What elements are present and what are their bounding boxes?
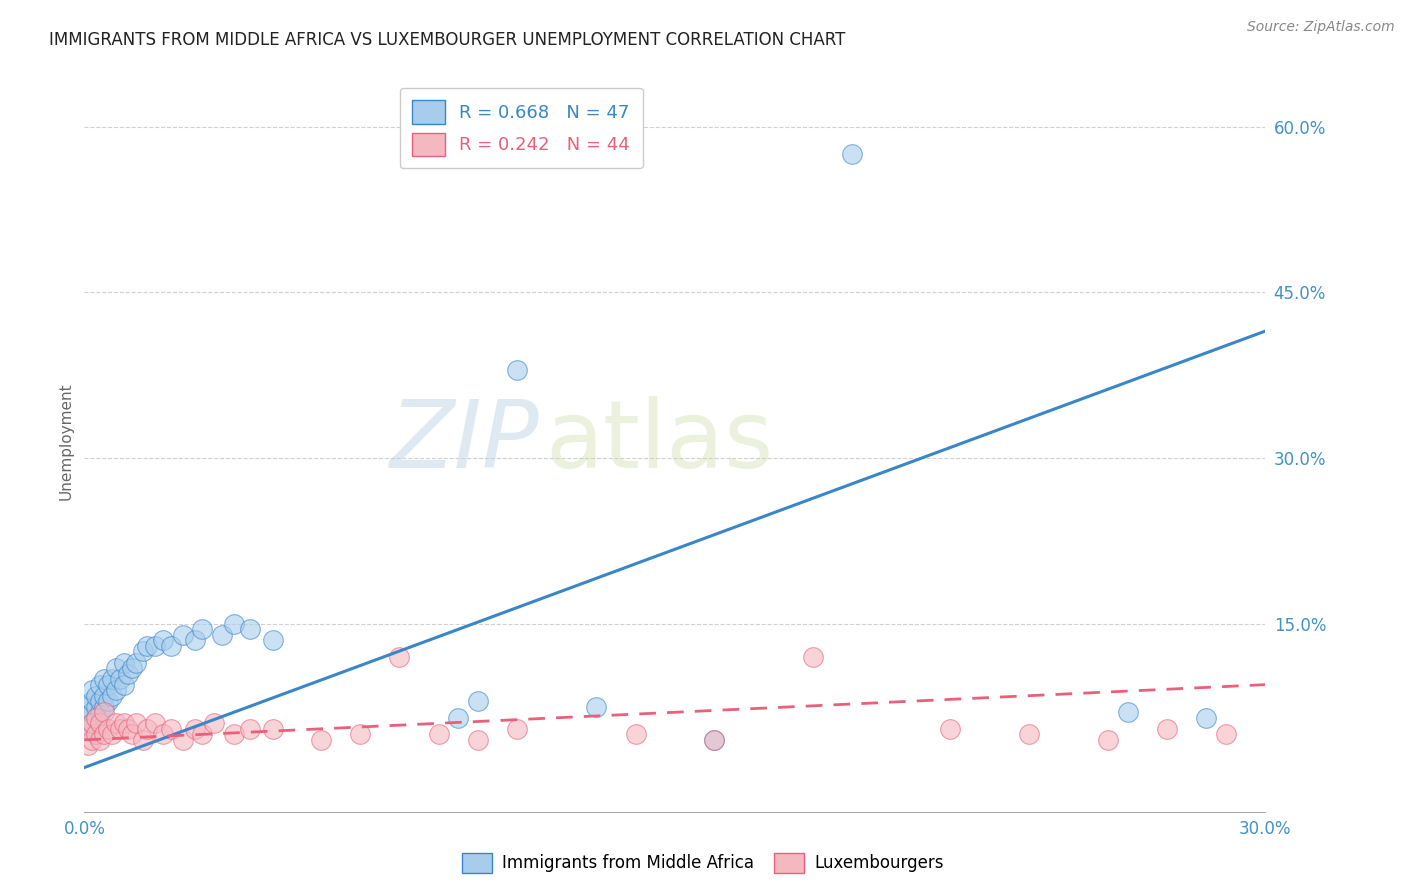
Point [89,694,111,708]
Point [349,727,371,741]
Point [1195,711,1218,725]
Point [82,683,104,698]
Point [427,727,450,741]
Point [121,661,143,675]
Point [136,722,159,736]
Point [152,633,174,648]
Point [239,722,262,736]
Point [136,639,159,653]
Point [97,694,120,708]
Point [93,689,115,703]
Point [77,722,100,736]
Point [191,623,214,637]
Point [82,706,104,720]
Point [939,722,962,736]
Point [89,678,111,692]
Point [183,722,205,736]
Point [124,656,146,670]
Point [841,147,863,161]
Text: ZIP: ZIP [389,396,538,487]
Point [506,362,529,376]
Point [132,644,155,658]
Point [172,628,194,642]
Point [1116,706,1139,720]
Point [467,732,489,747]
Point [160,639,183,653]
Point [703,732,725,747]
Point [101,689,124,703]
Point [1215,727,1237,741]
Point [172,732,194,747]
Point [77,722,100,736]
Point [101,672,124,686]
Point [77,739,100,753]
Point [1097,732,1119,747]
Point [84,689,107,703]
Point [132,732,155,747]
Point [703,732,725,747]
Point [104,661,127,675]
Point [447,711,470,725]
Point [112,656,135,670]
Text: Source: ZipAtlas.com: Source: ZipAtlas.com [1247,20,1395,34]
Y-axis label: Unemployment: Unemployment [58,383,73,500]
Point [388,650,411,665]
Point [1018,727,1040,741]
Point [89,706,111,720]
Point [585,699,607,714]
Point [467,694,489,708]
Point [93,699,115,714]
Point [97,678,120,692]
Point [124,716,146,731]
Point [82,732,104,747]
Point [506,722,529,736]
Point [262,722,284,736]
Point [84,699,107,714]
Point [104,683,127,698]
Point [202,716,225,731]
Point [143,639,166,653]
Point [222,616,245,631]
Point [160,722,183,736]
Point [104,716,127,731]
Point [143,716,166,731]
Point [97,722,120,736]
Point [309,732,332,747]
Point [93,727,115,741]
Text: IMMIGRANTS FROM MIDDLE AFRICA VS LUXEMBOURGER UNEMPLOYMENT CORRELATION CHART: IMMIGRANTS FROM MIDDLE AFRICA VS LUXEMBO… [49,31,845,49]
Point [108,672,131,686]
Point [112,678,135,692]
Point [239,623,262,637]
Point [82,694,104,708]
Point [82,716,104,731]
Point [191,727,214,741]
Point [624,727,647,741]
Point [89,732,111,747]
Point [121,727,143,741]
Point [77,711,100,725]
Point [117,722,139,736]
Point [211,628,233,642]
Point [801,650,824,665]
Point [93,672,115,686]
Point [183,633,205,648]
Point [82,716,104,731]
Point [84,711,107,725]
Point [117,666,139,681]
Point [112,716,135,731]
Point [108,722,131,736]
Point [1156,722,1178,736]
Point [222,727,245,741]
Point [84,727,107,741]
Point [84,711,107,725]
Point [152,727,174,741]
Point [262,633,284,648]
Point [101,727,124,741]
Legend: R = 0.668   N = 47, R = 0.242   N = 44: R = 0.668 N = 47, R = 0.242 N = 44 [399,87,643,169]
Point [93,706,115,720]
Point [89,716,111,731]
Point [77,699,100,714]
Text: atlas: atlas [546,395,773,488]
Legend: Immigrants from Middle Africa, Luxembourgers: Immigrants from Middle Africa, Luxembour… [456,847,950,880]
